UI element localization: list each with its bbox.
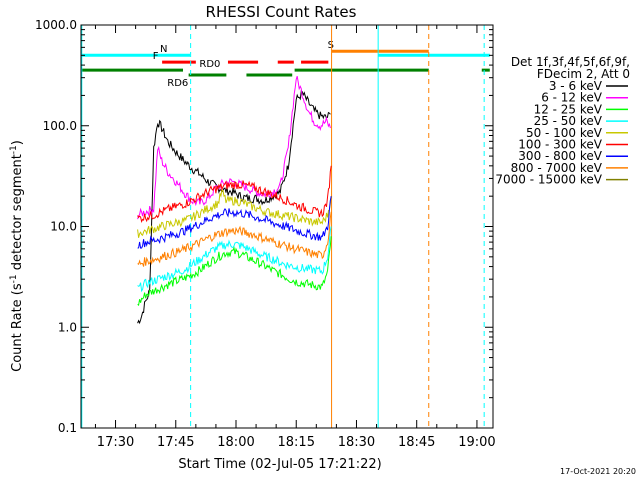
legend: Det 1f,3f,4f,5f,6f,9f, FDecim 2, Att 0 3… [495, 55, 630, 187]
series-line-6-12kev [137, 76, 331, 220]
y-axis-label-end: ) [10, 140, 25, 145]
series-line-25-50kev [137, 226, 332, 293]
y-tick-label-100.0: 100.0 [43, 119, 77, 133]
legend-label-8: 7000 - 15000 keV [495, 173, 602, 187]
legend-label-3: 25 - 50 keV [534, 114, 603, 128]
series-line-12-25kev [137, 236, 332, 306]
flag-n-label: N [160, 44, 167, 55]
x-tick-label-18:15: 18:15 [278, 435, 315, 450]
x-tick-label-18:45: 18:45 [398, 435, 435, 450]
x-tick-label-19:00: 19:00 [458, 435, 495, 450]
series-line-50-100kev [137, 189, 332, 238]
x-tick-label-17:30: 17:30 [97, 435, 134, 450]
legend-label-1: 6 - 12 keV [541, 91, 603, 105]
x-tick-label-18:00: 18:00 [217, 435, 254, 450]
x-tick-label-18:30: 18:30 [338, 435, 375, 450]
y-axis-label-sup: -1 [9, 274, 19, 283]
render-timestamp: 17-Oct-2021 20:20 [560, 467, 636, 476]
series-line-3-6kev [137, 89, 331, 325]
legend-label-5: 100 - 300 keV [518, 138, 602, 152]
series-layer [137, 76, 332, 325]
state-lines [81, 25, 485, 428]
legend-header-line-1: Det 1f,3f,4f,5f,6f,9f, [511, 55, 630, 69]
y-tick-label-10.0: 10.0 [50, 220, 77, 234]
flag-rd6-label: RD6 [167, 78, 188, 89]
flag-rd0-label: RD0 [199, 59, 220, 70]
axes-layer: 17:30 17:45 18:00 18:15 18:30 18:45 19:00 0.1 1.… [35, 18, 496, 450]
y-tick-label-1000.0: 1000.0 [35, 18, 77, 32]
legend-label-2: 12 - 25 keV [534, 102, 603, 116]
flag-f-label: F [153, 51, 159, 62]
y-axis-label-main: Count Rate (s [10, 283, 25, 372]
legend-label-6: 300 - 800 keV [518, 149, 602, 163]
y-tick-label-0.1: 0.1 [58, 421, 77, 435]
y-axis-label-sup2: -1 [9, 145, 19, 154]
legend-label-4: 50 - 100 keV [526, 126, 603, 140]
y-axis-label: Count Rate (s-1 detector segment-1) [9, 140, 25, 372]
x-axis-label: Start Time (02-Jul-05 17:21:22) [178, 457, 381, 472]
series-line-300-800kev [137, 196, 332, 249]
y-axis-label-rest: detector segment [10, 154, 25, 274]
series-line-800-7000kev [137, 211, 332, 267]
legend-header-line-2: FDecim 2, Att 0 [537, 67, 630, 81]
chart-title: RHESSI Count Rates [206, 3, 357, 21]
legend-label-0: 3 - 6 keV [549, 79, 603, 93]
series-line-100-300kev [137, 165, 332, 223]
legend-label-7: 800 - 7000 keV [511, 161, 603, 175]
x-tick-label-17:45: 17:45 [157, 435, 194, 450]
flag-s-label: S [328, 40, 334, 51]
y-tick-label-1.0: 1.0 [58, 320, 77, 334]
attenuator-flags: N S F RD0 RD6 [81, 40, 490, 89]
